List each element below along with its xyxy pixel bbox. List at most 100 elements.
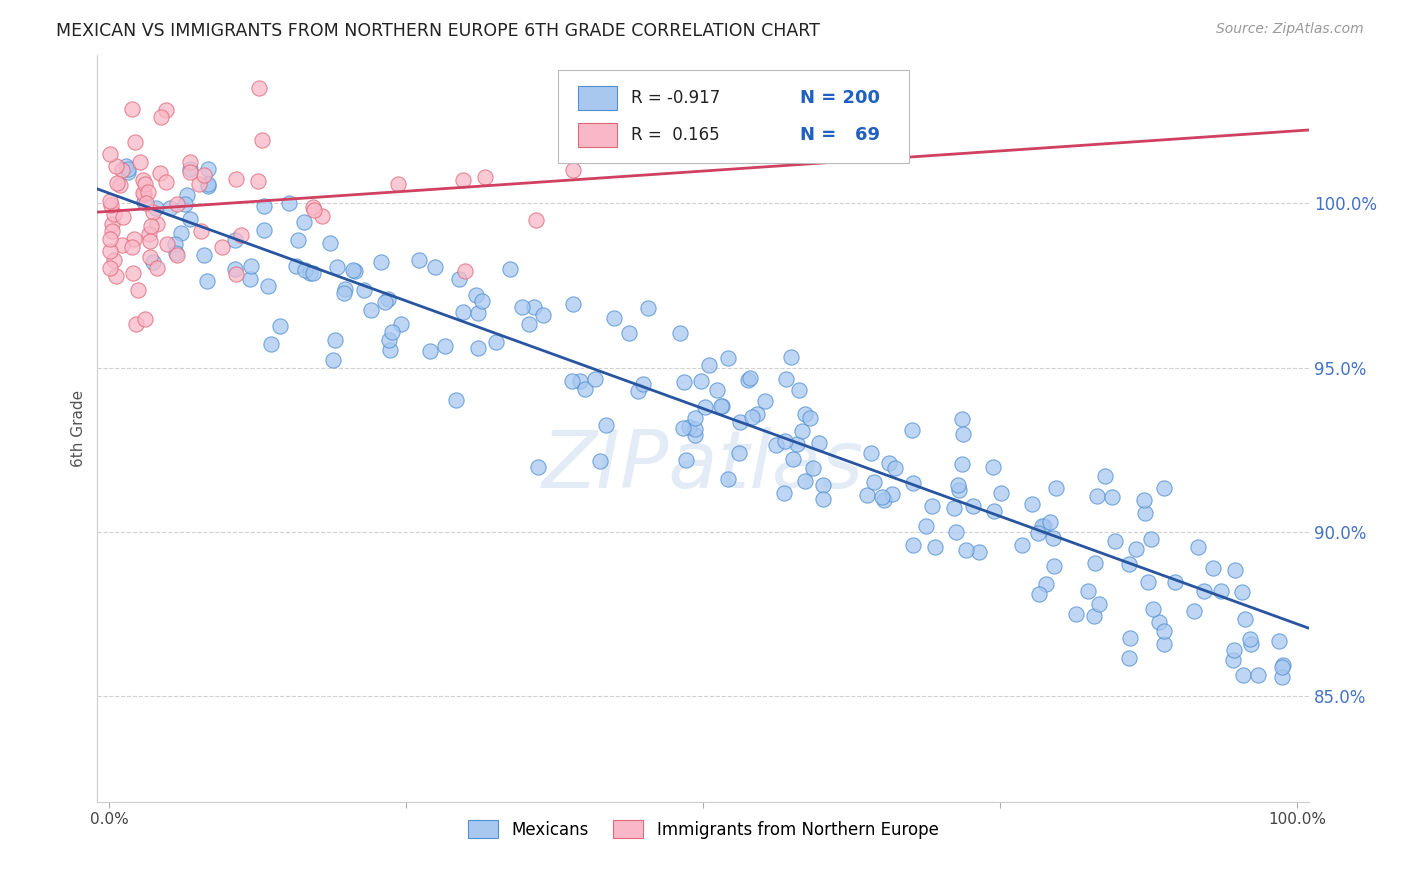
Point (710, 399, 733, 413)
Point (257, 279, 280, 293)
Point (1104, 534, 1126, 549)
Point (808, 435, 831, 450)
Point (531, 308, 554, 322)
Point (967, 545, 990, 559)
Point (302, 203, 325, 218)
Point (179, 162, 201, 177)
Point (311, 210, 333, 224)
Point (98, 260, 121, 275)
Point (423, 260, 446, 275)
Point (103, 207, 125, 221)
Point (377, 293, 399, 307)
Point (298, 266, 321, 280)
Point (179, 212, 201, 227)
Point (740, 370, 762, 384)
Point (946, 478, 969, 492)
Point (134, 187, 156, 202)
Point (111, 238, 134, 252)
Point (124, 135, 146, 149)
Point (1246, 668, 1268, 682)
Point (145, 202, 167, 216)
Point (155, 237, 177, 252)
Point (561, 375, 583, 389)
Point (301, 266, 323, 280)
Point (962, 500, 984, 514)
Point (139, 219, 162, 233)
Point (138, 234, 160, 248)
Point (1182, 604, 1205, 618)
Point (773, 485, 796, 500)
Point (924, 540, 946, 554)
Point (717, 472, 740, 486)
Point (745, 407, 768, 421)
Point (803, 461, 825, 475)
Point (603, 311, 626, 326)
Point (211, 240, 233, 254)
Point (782, 451, 804, 466)
Point (1153, 624, 1175, 638)
Point (903, 475, 925, 490)
Point (1140, 532, 1163, 546)
Point (176, 188, 198, 202)
Point (190, 224, 212, 238)
Point (955, 542, 977, 557)
Point (449, 272, 471, 286)
Point (302, 200, 325, 214)
Point (149, 166, 172, 180)
Point (169, 226, 191, 240)
Point (562, 297, 585, 311)
Point (250, 133, 273, 147)
Point (737, 373, 759, 387)
Point (224, 233, 246, 247)
Point (1094, 469, 1116, 483)
Text: ZIPatlas: ZIPatlas (543, 426, 865, 505)
Point (1142, 601, 1164, 615)
Point (103, 253, 125, 268)
Point (117, 162, 139, 177)
Point (454, 264, 477, 278)
Point (765, 438, 787, 452)
Legend: Mexicans, Immigrants from Northern Europe: Mexicans, Immigrants from Northern Europ… (461, 814, 945, 846)
Point (1137, 574, 1160, 589)
FancyBboxPatch shape (558, 70, 910, 163)
Point (98, 194, 121, 208)
Point (1222, 652, 1244, 666)
Point (915, 519, 938, 533)
Point (683, 422, 706, 436)
Point (583, 372, 606, 386)
Point (1085, 489, 1108, 503)
Point (277, 196, 299, 211)
Point (195, 274, 218, 288)
Point (150, 110, 173, 124)
Point (98, 244, 121, 258)
Point (246, 174, 269, 188)
Point (1083, 608, 1105, 623)
Point (863, 475, 886, 490)
Point (142, 204, 165, 219)
Point (408, 253, 430, 268)
Point (165, 245, 187, 260)
Point (728, 446, 751, 460)
Point (135, 196, 157, 211)
Point (568, 375, 591, 389)
Point (981, 459, 1004, 474)
Point (870, 490, 893, 504)
Point (948, 483, 970, 498)
Point (111, 210, 134, 224)
Point (225, 267, 247, 281)
Text: N = 200: N = 200 (800, 88, 880, 107)
Point (1187, 540, 1209, 554)
Point (1118, 557, 1140, 571)
Point (1194, 583, 1216, 598)
Point (465, 287, 488, 301)
Point (683, 428, 706, 442)
Point (294, 262, 316, 277)
Point (1153, 637, 1175, 651)
Point (690, 374, 713, 388)
Point (114, 159, 136, 173)
Point (811, 491, 834, 506)
Point (110, 178, 132, 192)
Point (1225, 563, 1247, 577)
Point (225, 172, 247, 186)
Point (370, 254, 392, 268)
